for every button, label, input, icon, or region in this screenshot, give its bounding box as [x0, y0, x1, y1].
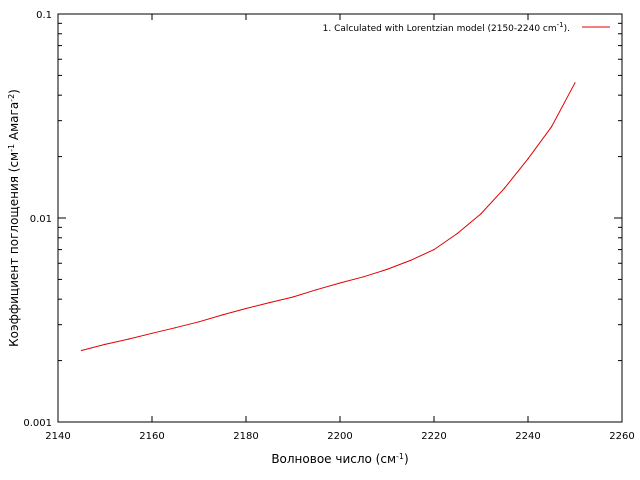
- data-point: [503, 187, 506, 189]
- data-point: [315, 289, 318, 291]
- data-point: [362, 276, 365, 278]
- data-point: [151, 332, 153, 334]
- x-tick-label: 2240: [515, 431, 540, 442]
- x-tick-label: 2220: [421, 431, 446, 442]
- x-tick-label: 2140: [45, 431, 70, 442]
- data-point: [104, 343, 106, 345]
- data-point: [574, 82, 576, 84]
- x-tick-label: 2160: [139, 431, 164, 442]
- y-axis-title: Коэффициент поглощения (см-1 Амага-2): [7, 89, 22, 347]
- data-point: [550, 126, 553, 128]
- data-point: [127, 338, 130, 340]
- data-point: [245, 307, 247, 310]
- x-tick-label: 2200: [327, 431, 352, 442]
- axis-tick-labels: 2140 2160 2180 2200 2220 2240 2260 0.001 0.01 0.1: [23, 10, 634, 442]
- x-axis-title: Волновое число (см-1): [271, 452, 408, 467]
- plot-frame: [57, 13, 623, 423]
- y-tick-label: 0.001: [23, 418, 52, 429]
- x-tick-label: 2180: [233, 431, 258, 442]
- legend-label: 1. Calculated with Lorentzian model (215…: [323, 21, 570, 34]
- data-point: [527, 158, 529, 160]
- data-point: [268, 302, 271, 304]
- legend: 1. Calculated with Lorentzian model (215…: [323, 21, 610, 34]
- series-line: [81, 82, 576, 351]
- data-point: [80, 349, 83, 352]
- data-point: [480, 213, 482, 215]
- data-point: [456, 232, 459, 234]
- y-tick-label: 0.1: [36, 10, 52, 21]
- data-point: [433, 249, 435, 251]
- data-point: [409, 259, 412, 261]
- y-tick-label: 0.01: [30, 214, 52, 225]
- data-point: [198, 321, 200, 323]
- x-tick-label: 2260: [609, 431, 634, 442]
- data-point: [292, 296, 294, 298]
- data-point: [386, 268, 388, 270]
- data-point: [339, 282, 341, 284]
- data-point: [221, 314, 224, 316]
- axis-ticks: [57, 13, 623, 423]
- series-layer: [80, 82, 576, 352]
- data-point: [174, 327, 177, 329]
